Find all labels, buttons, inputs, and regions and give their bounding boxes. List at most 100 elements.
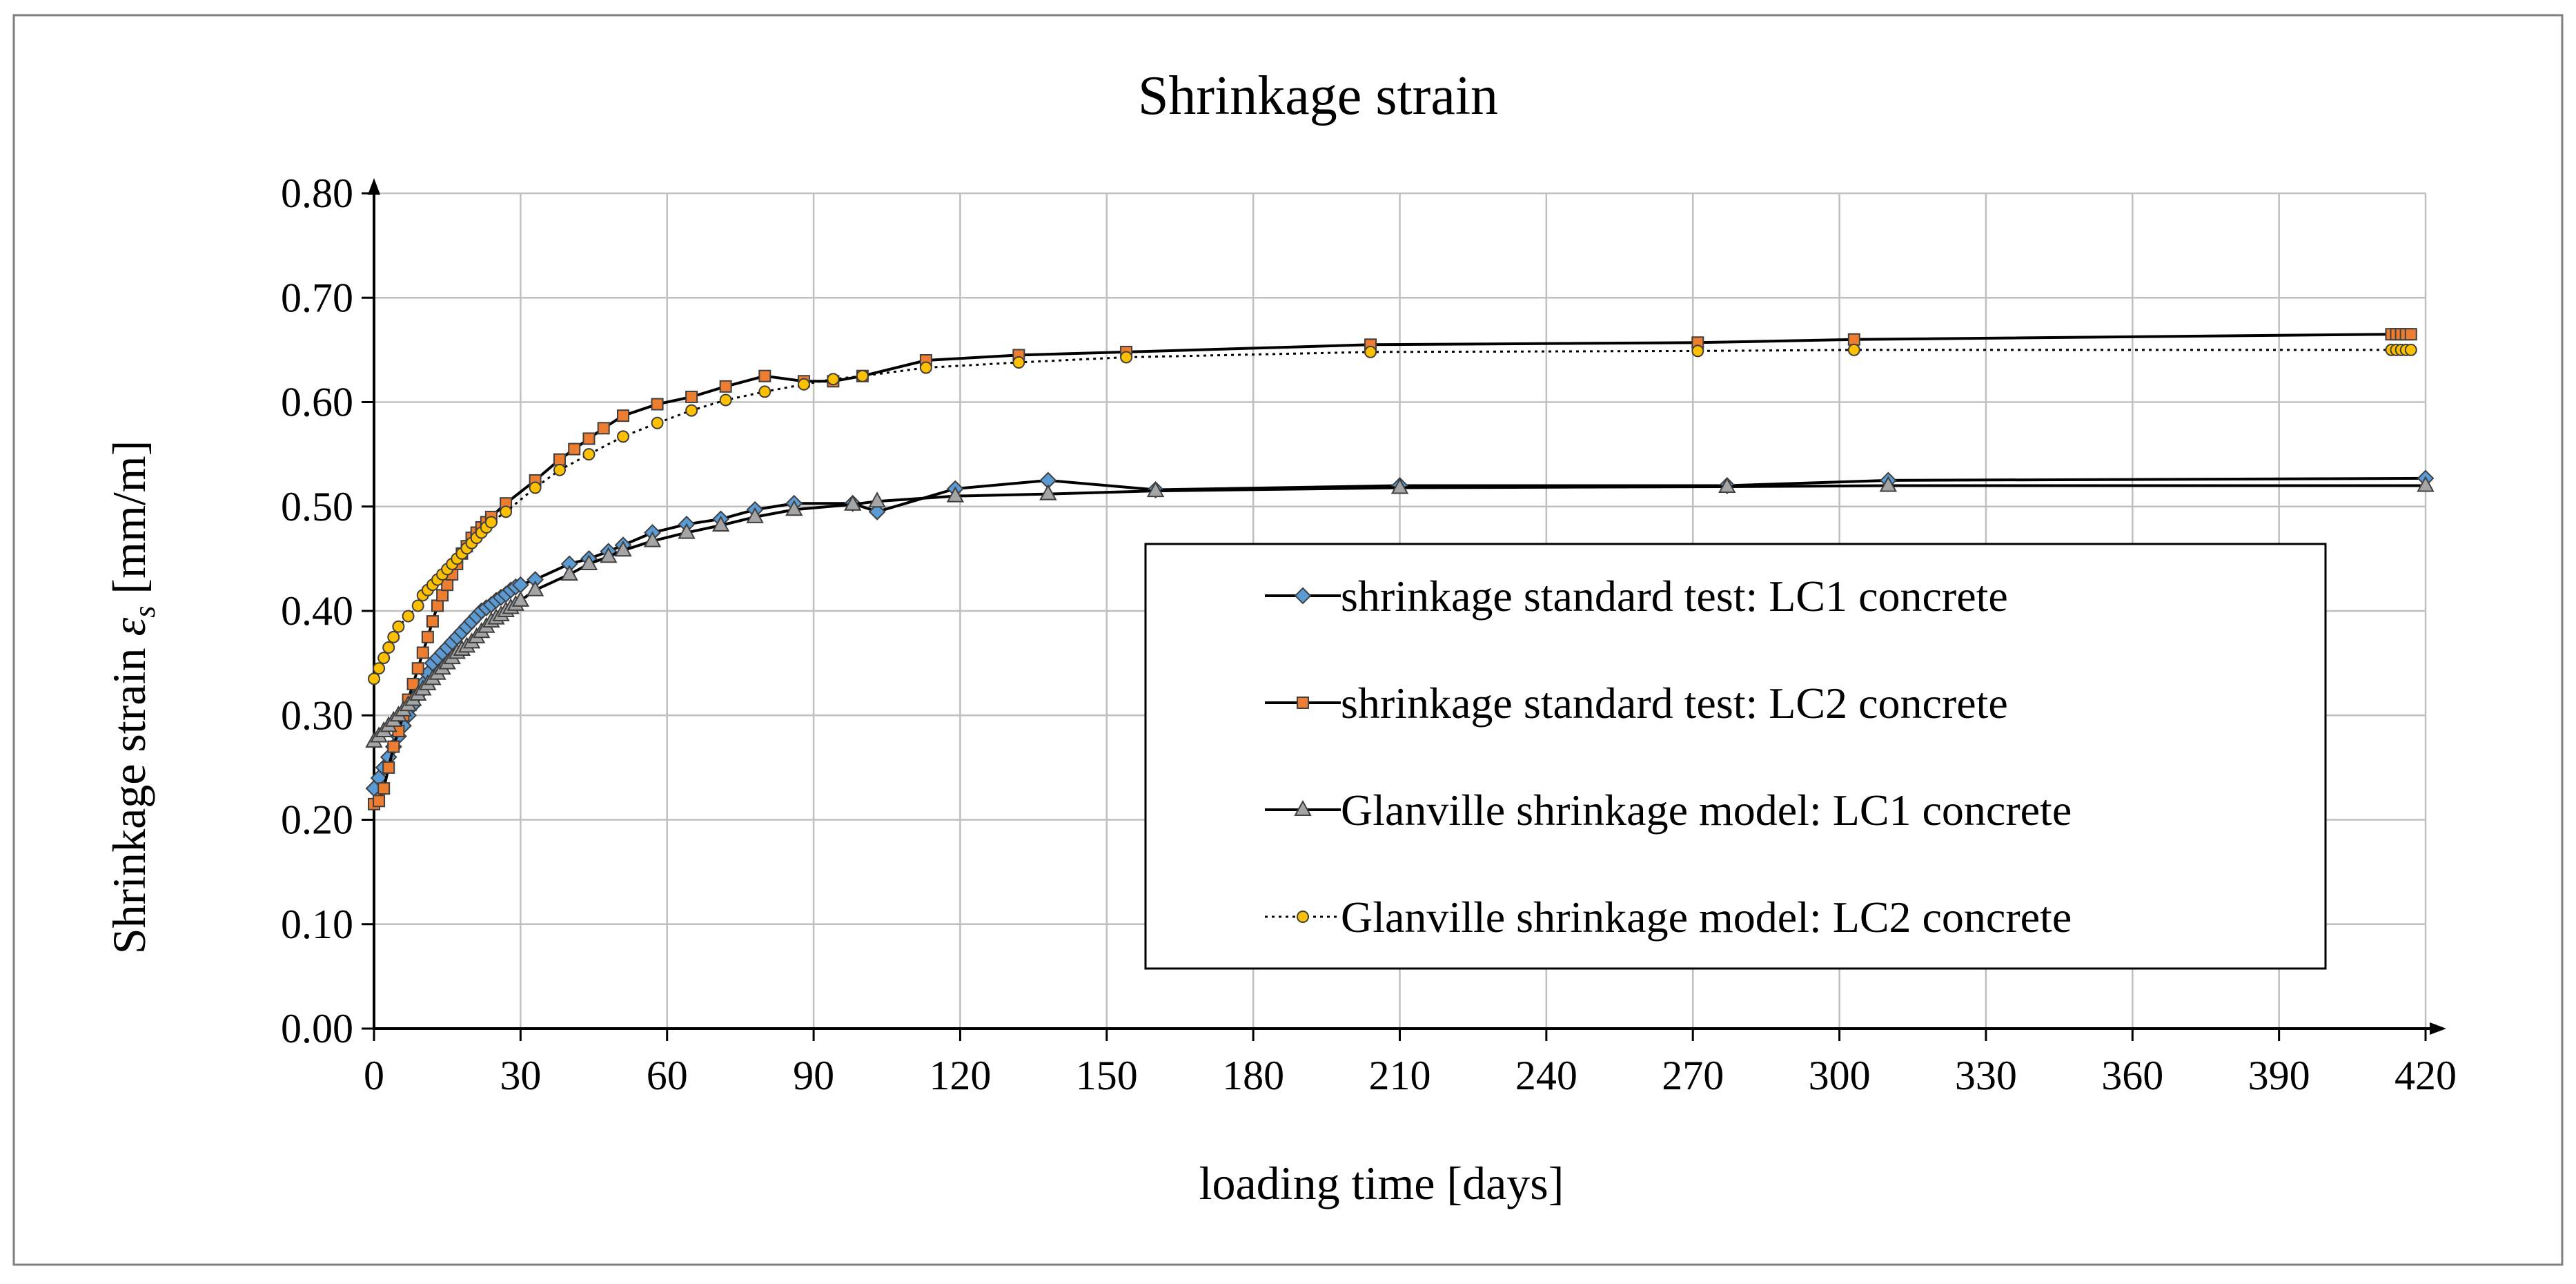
x-tick-label: 180 bbox=[1222, 1053, 1284, 1098]
y-tick-label: 0.20 bbox=[281, 797, 353, 843]
data-point bbox=[844, 494, 862, 511]
x-axis-title: loading time [days] bbox=[1199, 1157, 1564, 1209]
data-point bbox=[711, 515, 730, 532]
data-point bbox=[719, 380, 732, 393]
legend-box bbox=[1144, 543, 2327, 970]
data-point bbox=[946, 486, 965, 503]
data-point bbox=[560, 564, 578, 581]
data-point bbox=[402, 610, 415, 623]
data-point bbox=[431, 599, 444, 612]
legend-label: Glanville shrinkage model: LC2 concrete bbox=[1341, 893, 2072, 942]
data-point bbox=[2404, 328, 2417, 341]
y-tick-label: 0.10 bbox=[281, 902, 353, 947]
data-point bbox=[526, 580, 544, 596]
x-tick-label: 210 bbox=[1369, 1053, 1431, 1098]
y-axis-title-suffix: [mm/m] bbox=[103, 440, 155, 606]
legend-marker bbox=[1297, 697, 1309, 709]
data-point bbox=[553, 463, 566, 476]
y-tick-label: 0.30 bbox=[281, 692, 353, 738]
x-tick-label: 390 bbox=[2248, 1053, 2310, 1098]
data-point bbox=[511, 590, 530, 607]
data-point bbox=[868, 492, 886, 508]
series-layer bbox=[365, 328, 2435, 810]
y-tick-labels: 0.00 0.10 0.20 0.30 0.40 0.50 0.60 0.70 0.80 bbox=[281, 171, 353, 1051]
legend: shrinkage standard test: LC1 concrete shr… bbox=[1144, 543, 2327, 970]
data-point bbox=[1012, 356, 1025, 369]
data-point bbox=[421, 630, 434, 643]
data-point bbox=[685, 404, 698, 417]
x-tick-label: 0 bbox=[364, 1053, 384, 1098]
x-tick-label: 90 bbox=[793, 1053, 834, 1098]
data-point bbox=[856, 369, 869, 382]
data-point bbox=[746, 507, 764, 523]
series-4 bbox=[368, 343, 2417, 685]
x-tick-label: 360 bbox=[2101, 1053, 2163, 1098]
data-point bbox=[1718, 476, 1736, 494]
data-point bbox=[2417, 476, 2435, 492]
y-tick-label: 0.50 bbox=[281, 484, 353, 529]
x-tick-label: 30 bbox=[500, 1053, 541, 1098]
data-point bbox=[373, 795, 386, 808]
data-point bbox=[500, 505, 513, 518]
data-point bbox=[2404, 343, 2417, 356]
y-tick-label: 0.80 bbox=[281, 171, 353, 216]
legend-label: shrinkage standard test: LC2 concrete bbox=[1341, 679, 2008, 728]
data-point bbox=[685, 390, 698, 403]
x-tick-labels: 0 30 60 90 120 150 180 210 240 270 300 330 360 390 420 bbox=[364, 1053, 2457, 1098]
data-point bbox=[377, 652, 391, 665]
y-tick-label: 0.00 bbox=[281, 1006, 353, 1051]
x-tick-label: 300 bbox=[1809, 1053, 1871, 1098]
data-point bbox=[416, 646, 429, 659]
data-point bbox=[411, 599, 424, 612]
data-point bbox=[797, 378, 810, 391]
data-point bbox=[382, 641, 395, 654]
data-point bbox=[868, 503, 886, 521]
y-axis-title-symbol: ε bbox=[103, 617, 155, 636]
data-point bbox=[387, 740, 400, 753]
x-tick-label: 120 bbox=[929, 1053, 991, 1098]
x-axis-arrow bbox=[2430, 1022, 2446, 1035]
data-point bbox=[614, 541, 632, 557]
data-point bbox=[1847, 343, 1860, 356]
data-point bbox=[1120, 351, 1133, 364]
data-point bbox=[484, 516, 498, 529]
data-point bbox=[1146, 480, 1165, 498]
legend-label: Glanville shrinkage model: LC1 concrete bbox=[1341, 786, 2072, 835]
x-tick-label: 60 bbox=[647, 1053, 688, 1098]
data-point bbox=[651, 416, 664, 429]
data-point bbox=[529, 481, 542, 494]
data-point bbox=[1390, 478, 1409, 494]
axes bbox=[362, 178, 2446, 1041]
data-point bbox=[1879, 476, 1898, 492]
chart-title: Shrinkage strain bbox=[1138, 66, 1498, 126]
data-point bbox=[368, 672, 380, 685]
y-axis-title: Shrinkage strain εs [mm/m] bbox=[103, 440, 161, 955]
data-point bbox=[919, 361, 932, 374]
y-axis-arrow bbox=[368, 178, 380, 195]
data-point bbox=[436, 589, 449, 602]
data-point bbox=[1039, 484, 1057, 500]
data-point bbox=[1691, 344, 1704, 358]
data-point bbox=[387, 630, 400, 643]
x-tick-label: 420 bbox=[2395, 1053, 2457, 1098]
data-point bbox=[382, 761, 395, 774]
y-tick-label: 0.70 bbox=[281, 275, 353, 320]
data-point bbox=[643, 531, 662, 547]
y-tick-label: 0.40 bbox=[281, 588, 353, 634]
legend-marker bbox=[1294, 587, 1312, 605]
data-point bbox=[377, 782, 391, 795]
legend-label: shrinkage standard test: LC1 concrete bbox=[1341, 572, 2008, 621]
data-point bbox=[373, 662, 386, 675]
x-tick-label: 330 bbox=[1955, 1053, 2017, 1098]
data-point bbox=[758, 385, 771, 398]
x-tick-label: 150 bbox=[1076, 1053, 1138, 1098]
data-point bbox=[758, 369, 771, 382]
data-point bbox=[651, 398, 664, 411]
data-point bbox=[719, 393, 732, 407]
x-tick-label: 240 bbox=[1515, 1053, 1577, 1098]
data-point bbox=[785, 500, 803, 516]
data-point bbox=[597, 422, 610, 435]
data-point bbox=[582, 432, 596, 445]
